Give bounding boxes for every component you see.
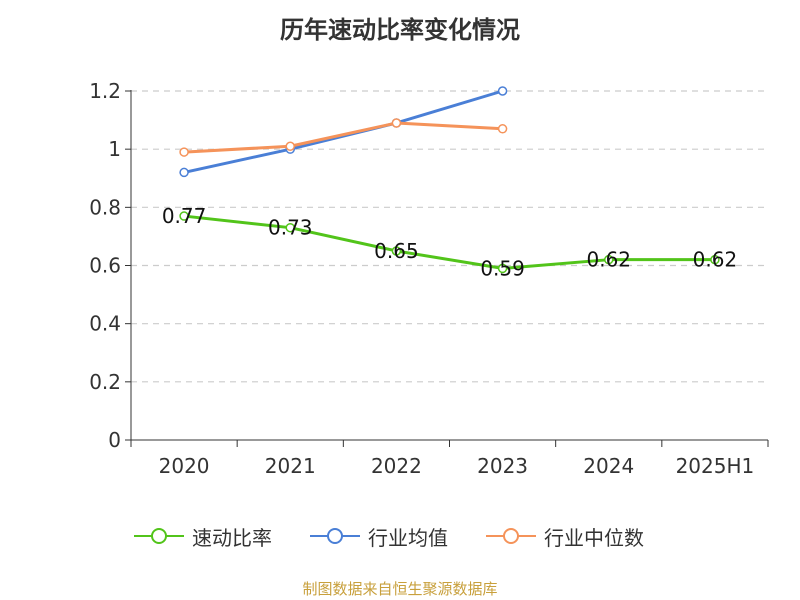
legend-line-icon <box>310 528 360 544</box>
data-point <box>391 246 402 256</box>
y-tick-label: 0.4 <box>89 312 121 336</box>
legend-label: 行业中位数 <box>544 525 644 550</box>
chart-title: 历年速动比率变化情况 <box>280 16 520 44</box>
x-tick-label: 2020 <box>159 454 210 478</box>
data-label: 0.62 <box>693 248 738 272</box>
y-tick-label: 0.6 <box>89 254 121 278</box>
legend-item-industry-median[interactable]: 行业中位数 <box>486 520 644 552</box>
x-tick-label: 2022 <box>371 454 422 478</box>
legend-label: 速动比率 <box>192 525 272 550</box>
data-point <box>604 254 614 265</box>
y-tick-label: 0.2 <box>89 370 121 394</box>
data-label: 0.59 <box>480 256 525 280</box>
data-point <box>179 167 189 178</box>
y-tick-label: 0.8 <box>89 195 121 219</box>
axes: 0 0.2 0.4 0.6 0.8 1 1.2 2020 2021 2022 2023 2024 202… <box>89 79 769 478</box>
data-label: 0.77 <box>162 204 207 228</box>
legend-line-icon <box>486 528 536 544</box>
x-tick-label: 2021 <box>265 454 316 478</box>
legend-item-industry-mean[interactable]: 行业均值 <box>310 520 448 552</box>
data-labels: 0.77 0.73 0.65 0.59 0.62 0.62 <box>162 204 737 280</box>
y-tick-label: 1 <box>108 137 121 161</box>
series-line <box>183 89 504 174</box>
y-tick-label: 0 <box>108 428 121 452</box>
data-label: 0.62 <box>586 248 631 272</box>
series-group <box>179 86 720 274</box>
data-point <box>179 147 189 157</box>
x-tick-label: 2025H1 <box>676 454 755 478</box>
legend-line-icon <box>134 528 184 544</box>
data-point <box>710 254 720 265</box>
data-point <box>391 118 402 128</box>
series-line <box>183 214 715 270</box>
data-label: 0.65 <box>374 239 419 263</box>
grid-lines <box>131 90 768 383</box>
x-tick-label: 2023 <box>477 454 528 478</box>
data-point <box>497 124 508 134</box>
legend: 速动比率 行业均值 行业中位数 <box>0 520 800 552</box>
data-point <box>179 211 189 221</box>
data-source-note: 制图数据来自恒生聚源数据库 <box>302 580 498 598</box>
data-point <box>285 141 295 152</box>
data-point <box>497 86 508 96</box>
data-label: 0.73 <box>268 216 313 240</box>
data-point <box>497 263 508 274</box>
series-line <box>184 121 503 154</box>
legend-label: 行业均值 <box>368 525 448 550</box>
legend-item-quick-ratio[interactable]: 速动比率 <box>134 520 272 552</box>
x-tick-label: 2024 <box>583 454 634 478</box>
data-point <box>285 222 295 233</box>
y-tick-label: 1.2 <box>89 79 121 103</box>
